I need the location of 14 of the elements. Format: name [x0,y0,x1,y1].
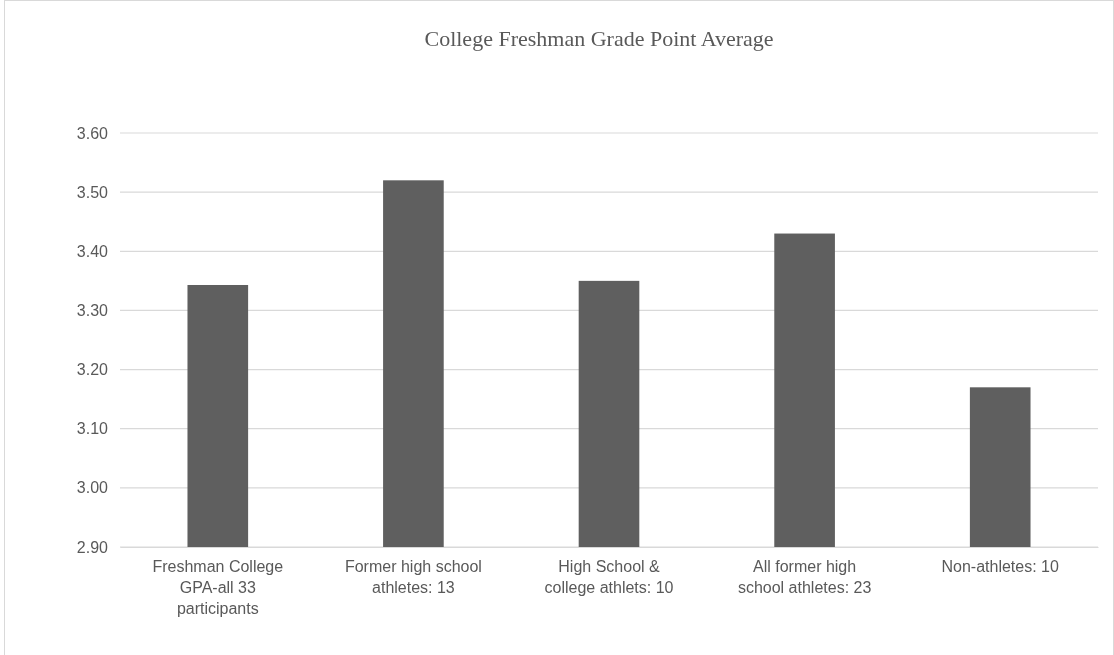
y-tick-label: 2.90 [76,538,109,556]
y-tick-label: 3.60 [76,124,109,142]
y-tick-label: 3.40 [76,242,109,260]
x-tick-label: Non-athletes: 10 [941,558,1059,576]
x-tick-label: Freshman College GPA-all 33 participants [152,558,284,617]
y-tick-label: 3.10 [76,420,109,438]
y-tick-label: 3.20 [76,361,109,379]
y-tick-label: 3.30 [76,302,109,320]
x-tick-label: Former high school athletes: 13 [344,558,482,597]
y-tick-label: 3.00 [76,479,109,497]
y-tick-label: 3.50 [76,183,109,201]
x-tick-label: High School & college athlets: 10 [544,558,674,597]
x-tick-label: All former high school athletes: 23 [737,558,872,597]
chart-title: College Freshman Grade Point Average [424,26,774,51]
